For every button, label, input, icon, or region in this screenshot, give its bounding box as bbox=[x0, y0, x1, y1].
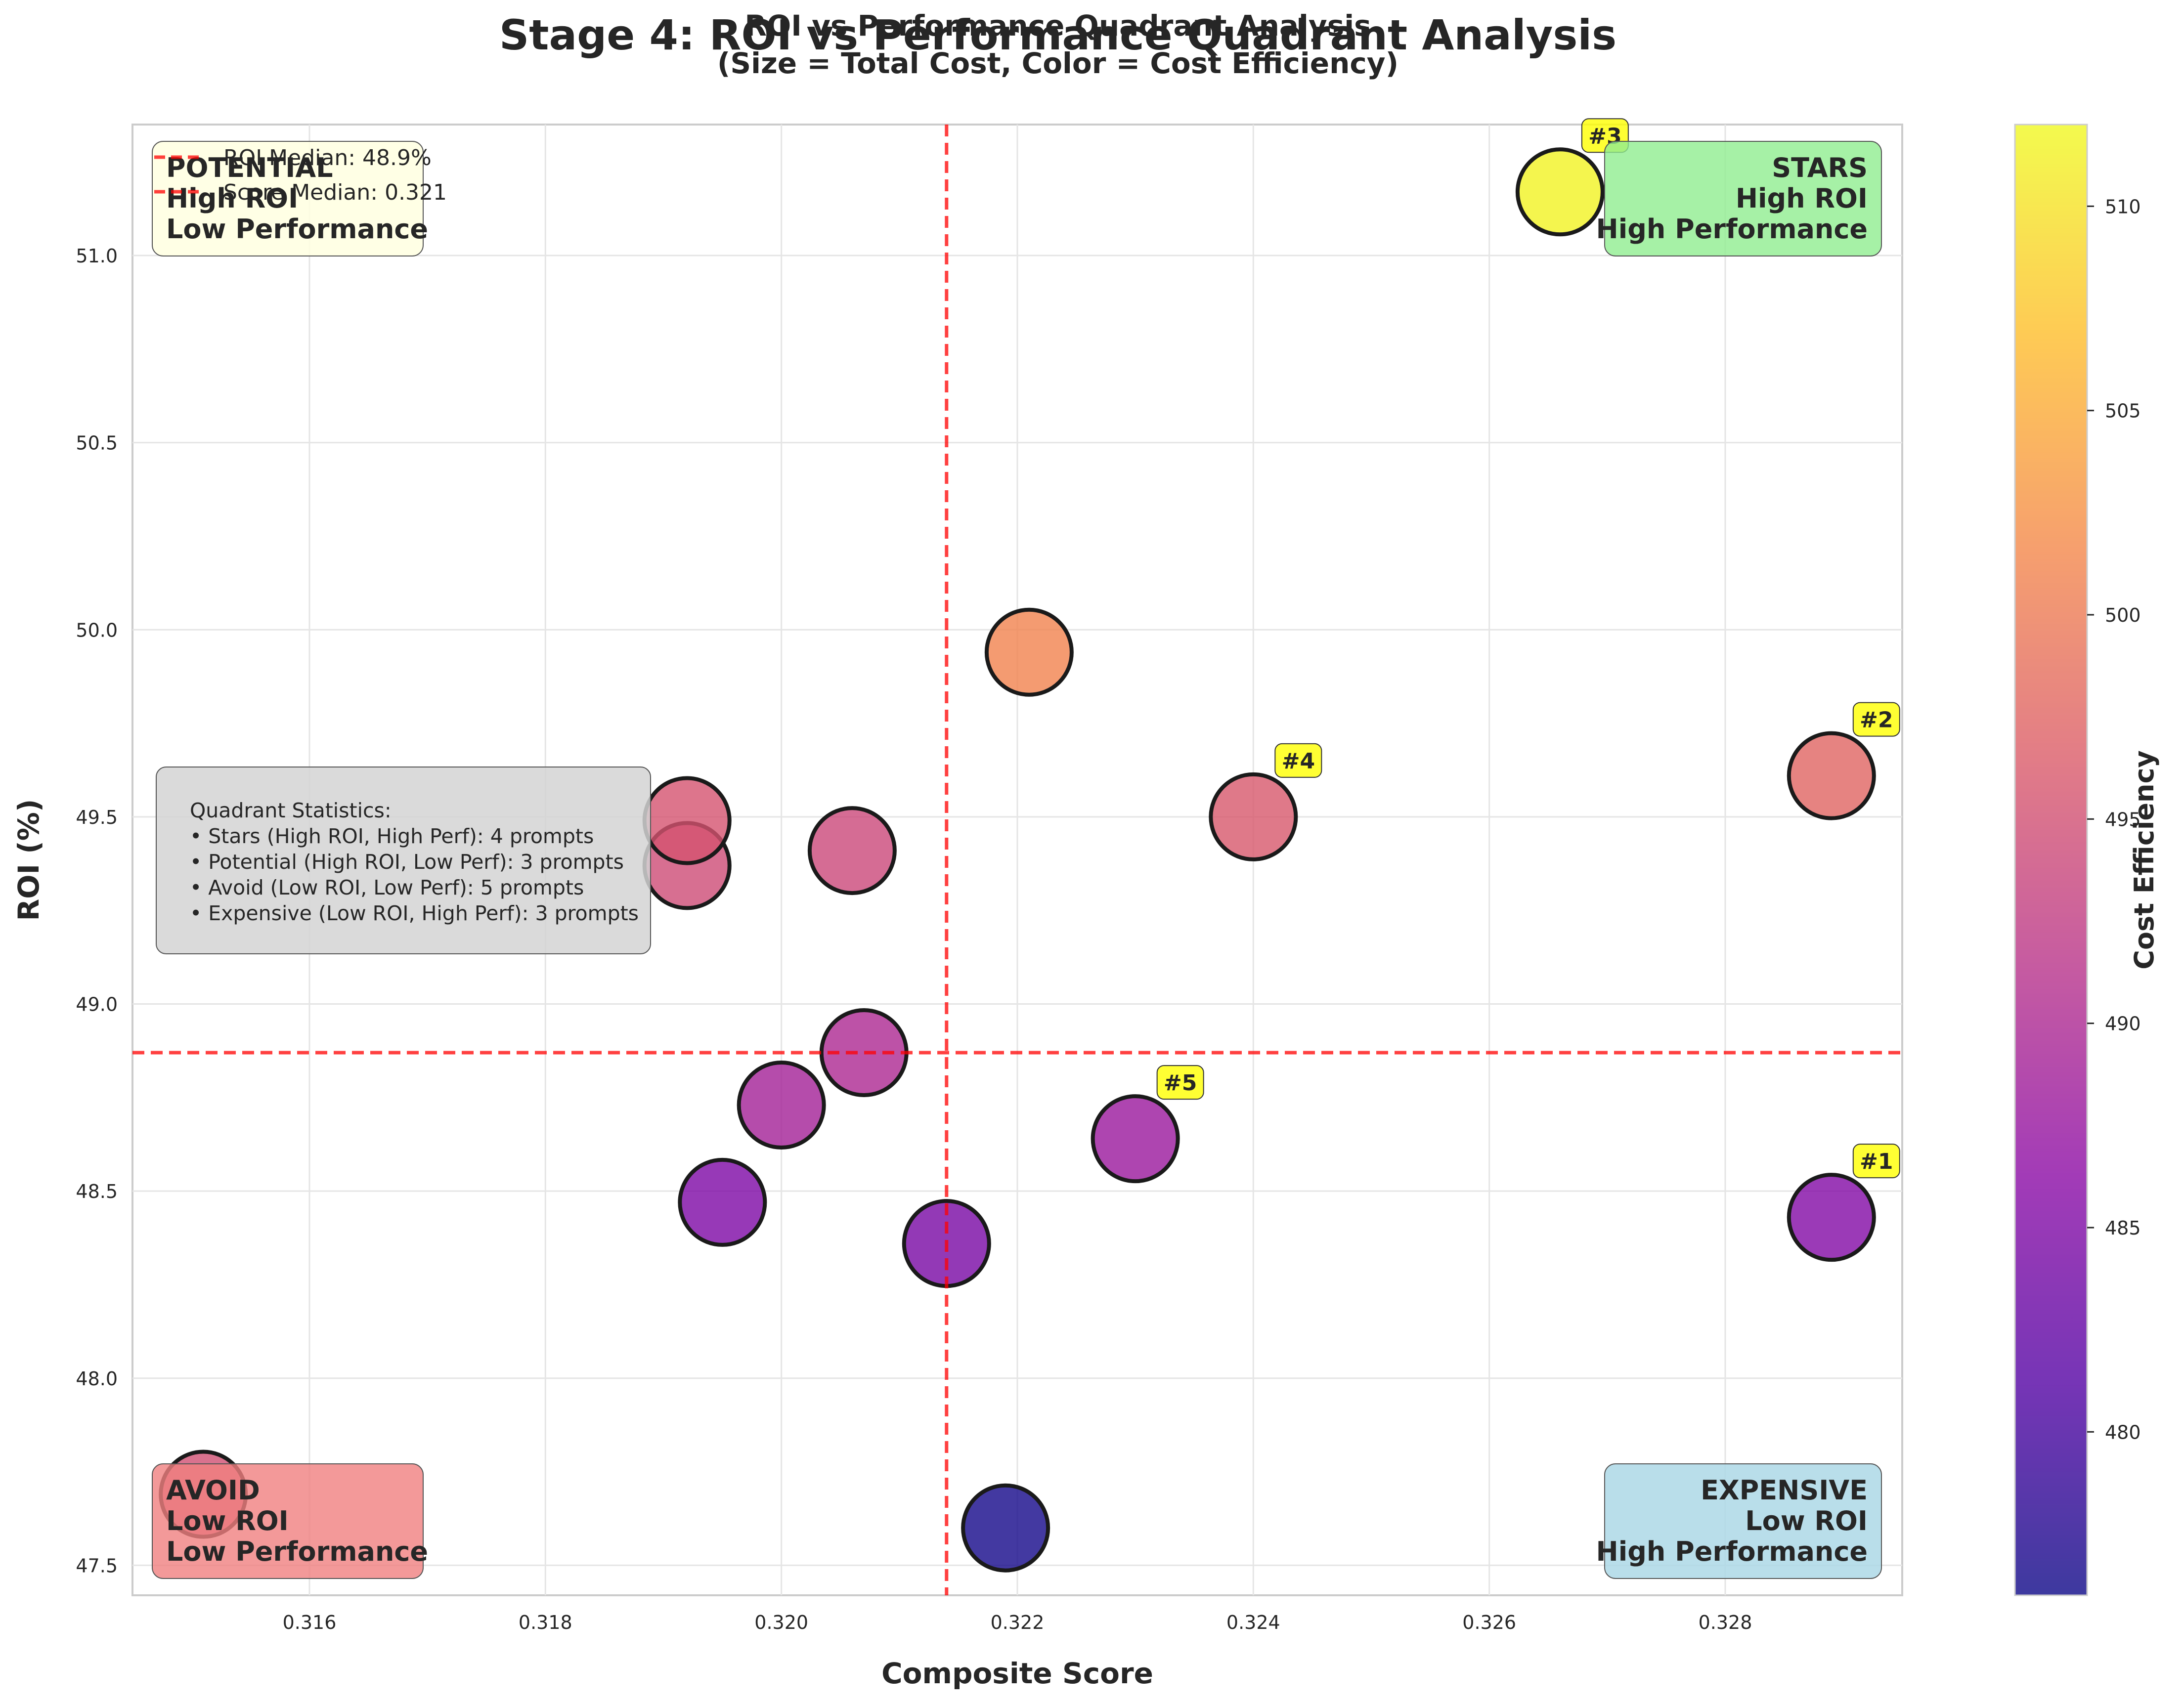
colorbar-ticks: 480 485 490 495 500 505 510 bbox=[2087, 196, 2141, 1443]
scatter-point bbox=[1787, 1173, 1876, 1262]
quadrant-potential-line-3: Low Performance bbox=[166, 213, 428, 245]
y-tick-label: 47.5 bbox=[76, 1555, 118, 1577]
quadrant-expensive: EXPENSIVE Low ROI High Performance bbox=[1596, 1463, 1882, 1579]
quadrant-avoid-line-1: AVOID bbox=[166, 1475, 260, 1506]
scatter-point bbox=[678, 1157, 767, 1247]
grid-lines bbox=[132, 125, 1902, 1595]
x-axis-ticks: 0.316 0.318 0.320 0.322 0.324 0.326 0.328 bbox=[283, 1612, 1752, 1633]
x-tick-label: 0.328 bbox=[1699, 1612, 1752, 1633]
scatter-point bbox=[737, 1061, 826, 1150]
rank-badge bbox=[1274, 743, 1322, 778]
scatter-point bbox=[807, 806, 897, 895]
colorbar-tick-label: 485 bbox=[2105, 1217, 2141, 1239]
scatter-point bbox=[984, 607, 1074, 697]
colorbar bbox=[2014, 124, 2088, 1596]
scatter-point bbox=[1091, 1094, 1180, 1184]
quadrant-statistics-box: Quadrant Statistics: • Stars (High ROI, … bbox=[156, 767, 651, 954]
rank-badge-label: #1 bbox=[1860, 1149, 1893, 1174]
y-tick-label: 49.5 bbox=[76, 807, 118, 828]
y-tick-label: 51.0 bbox=[76, 245, 118, 267]
x-tick-label: 0.324 bbox=[1226, 1612, 1280, 1633]
rank-badge bbox=[1156, 1065, 1204, 1100]
figure-suptitle: Stage 4: ROI vs Performance Quadrant Ana… bbox=[499, 11, 1616, 59]
scatter-point bbox=[1787, 731, 1876, 820]
colorbar-tick-label: 480 bbox=[2105, 1421, 2141, 1443]
quadrant-potential-box bbox=[152, 141, 424, 256]
y-tick-label: 50.5 bbox=[76, 432, 118, 454]
quadrant-avoid: AVOID Low ROI Low Performance bbox=[152, 1463, 428, 1579]
legend-score-median-label: Score Median: 0.321 bbox=[223, 180, 447, 205]
x-tick-label: 0.316 bbox=[283, 1612, 337, 1633]
quadrant-expensive-line-3: High Performance bbox=[1596, 1536, 1868, 1567]
quadrant-avoid-line-2: Low ROI bbox=[166, 1505, 289, 1536]
x-tick-label: 0.322 bbox=[991, 1612, 1045, 1633]
rank-badges: #1#2#3#4#5 bbox=[1156, 118, 1900, 1179]
stats-line-2: • Stars (High ROI, High Perf): 4 prompts bbox=[190, 824, 594, 848]
chart-title: ROI vs Performance Quadrant Analysis bbox=[744, 9, 1371, 43]
colorbar-tick-label: 505 bbox=[2105, 400, 2141, 422]
colorbar-tick-label: 500 bbox=[2105, 604, 2141, 626]
x-tick-label: 0.320 bbox=[754, 1612, 808, 1633]
quadrant-potential-line-2: High ROI bbox=[166, 183, 298, 214]
colorbar-tick-label: 495 bbox=[2105, 809, 2141, 830]
quadrant-stars: STARS High ROI High Performance bbox=[1596, 141, 1882, 256]
quadrant-stars-line-2: High ROI bbox=[1736, 183, 1868, 214]
rank-badge-label: #4 bbox=[1282, 749, 1315, 774]
x-tick-label: 0.318 bbox=[519, 1612, 572, 1633]
rank-badge-label: #5 bbox=[1164, 1070, 1197, 1096]
scatter-point bbox=[1515, 147, 1605, 237]
legend-roi-median-label: ROI Median: 48.9% bbox=[223, 145, 432, 170]
stats-line-1: Quadrant Statistics: bbox=[190, 799, 392, 822]
median-lines bbox=[132, 125, 1902, 1595]
quadrant-expensive-line-2: Low ROI bbox=[1745, 1505, 1868, 1536]
quadrant-potential: POTENTIAL High ROI Low Performance bbox=[152, 141, 428, 256]
colorbar-label: Cost Efficiency bbox=[2129, 750, 2160, 969]
colorbar-tick-label: 490 bbox=[2105, 1013, 2141, 1035]
quadrant-expensive-box bbox=[1604, 1463, 1882, 1579]
chart-subtitle: (Size = Total Cost, Color = Cost Efficie… bbox=[717, 46, 1398, 80]
x-axis-label: Composite Score bbox=[881, 1657, 1153, 1690]
scatter-points bbox=[159, 147, 1876, 1573]
quadrant-avoid-box bbox=[152, 1463, 424, 1579]
stats-line-3: • Potential (High ROI, Low Perf): 3 prom… bbox=[190, 850, 624, 874]
stats-line-4: • Avoid (Low ROI, Low Perf): 5 prompts bbox=[190, 876, 584, 899]
y-tick-label: 48.5 bbox=[76, 1181, 118, 1202]
quadrant-stars-line-1: STARS bbox=[1772, 152, 1868, 183]
colorbar-tick-label: 510 bbox=[2105, 196, 2141, 217]
y-axis-label: ROI (%) bbox=[12, 799, 45, 921]
quadrant-stars-box bbox=[1604, 141, 1882, 256]
quadrant-statistics-background bbox=[156, 767, 651, 954]
y-tick-label: 49.0 bbox=[76, 994, 118, 1016]
rank-badge bbox=[1852, 1144, 1900, 1179]
scatter-point bbox=[1209, 772, 1298, 861]
y-axis-ticks: 47.5 48.0 48.5 49.0 49.5 50.0 50.5 51.0 bbox=[76, 245, 118, 1577]
scatter-point bbox=[961, 1483, 1050, 1573]
quadrant-expensive-line-1: EXPENSIVE bbox=[1701, 1475, 1868, 1506]
y-tick-label: 48.0 bbox=[76, 1368, 118, 1390]
y-tick-label: 50.0 bbox=[76, 619, 118, 641]
quadrant-stars-line-3: High Performance bbox=[1596, 213, 1868, 245]
stats-line-5: • Expensive (Low ROI, High Perf): 3 prom… bbox=[190, 901, 639, 925]
scatter-point bbox=[642, 776, 732, 865]
quadrant-avoid-line-3: Low Performance bbox=[166, 1536, 428, 1567]
legend: ROI Median: 48.9% Score Median: 0.321 bbox=[154, 145, 447, 205]
rank-badge-label: #2 bbox=[1860, 708, 1893, 733]
x-tick-label: 0.326 bbox=[1462, 1612, 1516, 1633]
rank-badge bbox=[1852, 702, 1900, 737]
